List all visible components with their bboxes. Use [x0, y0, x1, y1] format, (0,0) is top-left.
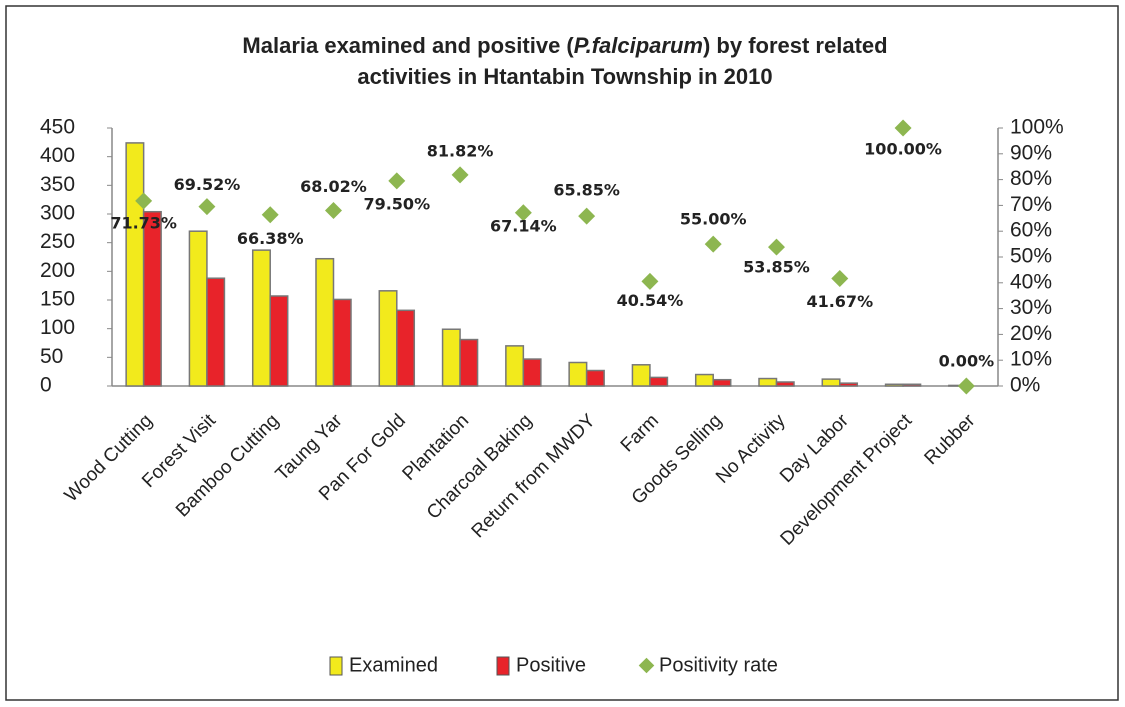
bar [459, 338, 479, 387]
data-label: 100.00% [864, 140, 942, 159]
chart-title: Malaria examined and positive (P.falcipa… [242, 33, 887, 58]
bar [188, 230, 208, 387]
y-tick-label: 300 [40, 202, 75, 225]
bar [315, 257, 335, 387]
point [451, 166, 469, 184]
bar [758, 377, 778, 387]
point [957, 377, 975, 395]
data-label: 79.50% [363, 194, 430, 213]
y2-tick-label: 50% [1010, 245, 1052, 268]
y2-tick-label: 10% [1010, 348, 1052, 371]
bar [378, 290, 398, 387]
data-label: 40.54% [617, 291, 684, 310]
y-tick-label: 150 [40, 288, 75, 311]
y-tick-label: 450 [40, 116, 75, 139]
bar [332, 298, 352, 387]
legend-swatch [496, 656, 510, 676]
point [578, 207, 596, 225]
point [135, 192, 153, 210]
bar [585, 369, 605, 387]
bar [522, 358, 542, 387]
y-tick-label: 350 [40, 173, 75, 196]
bar [125, 142, 145, 387]
data-label: 69.52% [174, 175, 241, 194]
y2-tick-label: 80% [1010, 167, 1052, 190]
data-label: 0.00% [939, 352, 995, 371]
title-part: ) by forest related [703, 33, 888, 58]
y-tick-label: 250 [40, 230, 75, 253]
point [388, 172, 406, 190]
legend-swatch [638, 657, 655, 674]
data-label: 67.14% [490, 216, 557, 235]
y-tick-label: 100 [40, 316, 75, 339]
bar [884, 383, 904, 387]
data-label: 55.00% [680, 210, 747, 229]
title-part: P.falciparum [574, 33, 703, 58]
point [704, 235, 722, 253]
data-label: 71.73% [110, 213, 177, 232]
y-tick-label: 400 [40, 144, 75, 167]
y2-tick-label: 100% [1010, 116, 1064, 139]
bar [142, 210, 162, 387]
data-label: 41.67% [806, 292, 873, 311]
legend-label: Examined [349, 654, 438, 676]
point [894, 119, 912, 137]
bar [821, 378, 841, 387]
y2-tick-label: 40% [1010, 270, 1052, 293]
point [641, 272, 659, 290]
point [261, 206, 279, 224]
legend-label: Positivity rate [659, 654, 778, 676]
legend-label: Positive [516, 654, 586, 676]
y2-tick-label: 60% [1010, 219, 1052, 242]
bar [206, 277, 226, 387]
data-label: 53.85% [743, 258, 810, 277]
bar [712, 378, 732, 387]
y2-tick-label: 20% [1010, 322, 1052, 345]
point [325, 202, 342, 219]
bar [441, 328, 461, 387]
y-tick-label: 200 [40, 259, 75, 282]
bar [251, 249, 271, 387]
bar [649, 376, 669, 387]
bar [568, 361, 588, 387]
bar [505, 345, 525, 387]
data-label: 68.02% [300, 177, 367, 196]
point [768, 238, 785, 256]
bar [631, 364, 651, 387]
y2-tick-label: 70% [1010, 193, 1052, 216]
bar [396, 309, 416, 387]
y2-tick-label: 0% [1010, 374, 1040, 397]
y-tick-label: 50 [40, 345, 63, 368]
point [198, 198, 216, 216]
point [514, 204, 532, 222]
bar [775, 381, 795, 387]
data-label: 66.38% [237, 229, 304, 248]
data-label: 81.82% [427, 141, 494, 160]
bar [902, 383, 922, 387]
chart-title: activities in Htantabin Township in 2010 [357, 64, 772, 89]
data-label: 65.85% [553, 181, 620, 200]
legend-swatch [329, 656, 343, 676]
bar [269, 295, 289, 387]
bar [839, 382, 859, 387]
bar [694, 373, 714, 387]
y2-tick-label: 30% [1010, 296, 1052, 319]
point [831, 270, 849, 287]
y-tick-label: 0 [40, 374, 52, 397]
y2-tick-label: 90% [1010, 141, 1052, 164]
title-part: Malaria examined and positive ( [242, 33, 574, 58]
